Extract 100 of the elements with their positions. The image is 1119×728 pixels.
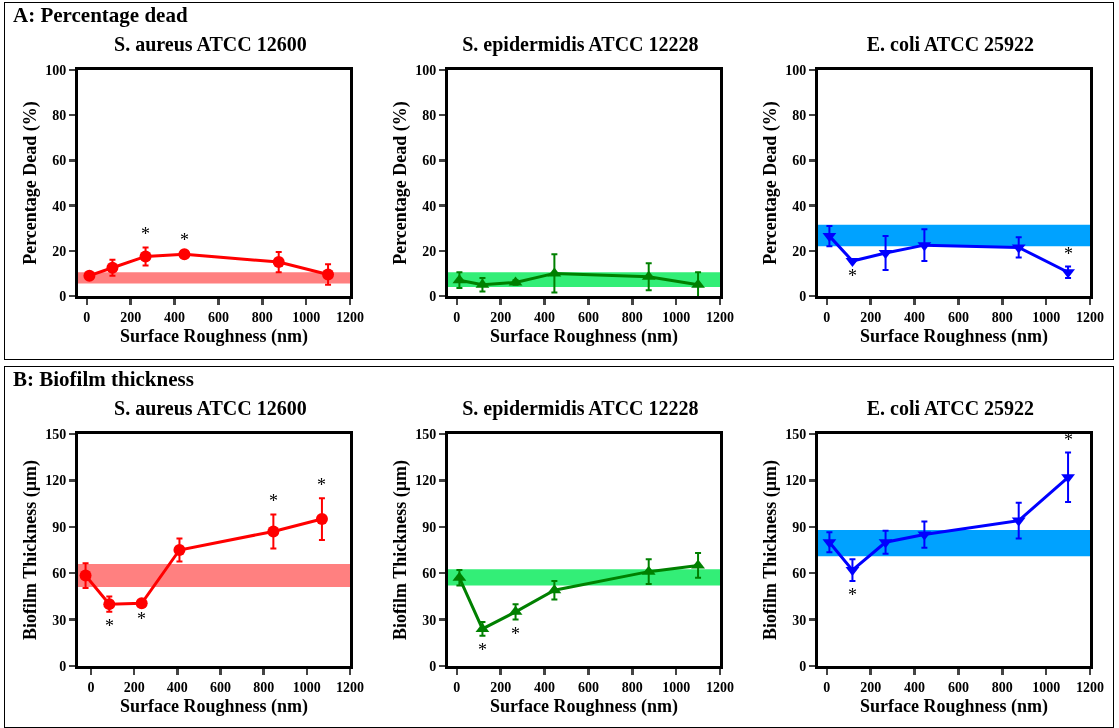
chart-title: S. aureus ATCC 12600 [114,396,307,419]
y-tick-label: 30 [792,612,807,628]
text: B: Biofilm thickness [13,367,194,392]
x-tick-label: 600 [947,679,969,695]
y-tick-label: 80 [52,108,67,124]
x-tick-label: 1000 [662,309,691,325]
x-tick-label: 800 [621,309,643,325]
x-tick-label: 1000 [662,679,691,695]
annotation: * [141,224,150,244]
chart-title: E. coli ATCC 25922 [866,396,1035,419]
x-tick-label: 1000 [1032,309,1061,325]
x-tick-label: 400 [166,679,188,695]
y-tick-label: 40 [792,198,807,214]
x-tick-label: 200 [490,679,512,695]
x-tick-label: 200 [490,309,512,325]
x-tick-label: 0 [87,679,95,695]
y-axis-title: Percentage Dead (%) [390,101,412,265]
x-tick-label: 800 [251,309,273,325]
y-tick-label: 30 [52,612,67,628]
annotation: * [848,266,857,286]
y-tick-label: 30 [422,612,437,628]
x-tick-label: 200 [860,679,882,695]
x-tick-label: 400 [534,309,556,325]
annotation: * [137,609,146,629]
y-tick-label: 90 [792,519,807,535]
y-tick-label: 0 [429,658,437,674]
y-tick-label: 0 [429,288,437,304]
x-tick-label: 0 [823,679,831,695]
x-axis-title: Surface Roughness (nm) [859,695,1049,717]
chart-title: S. epidermidis ATCC 12228 [462,396,699,420]
x-tick-label: 800 [991,309,1013,325]
y-tick-label: 100 [785,62,807,78]
x-tick-label: 1200 [1076,679,1104,695]
annotation: * [848,585,857,605]
x-tick-label: 400 [904,309,926,325]
y-tick-label: 90 [422,519,437,535]
annotation: * [511,624,520,644]
x-tick-label: 400 [534,679,556,695]
y-tick-label: 40 [52,198,67,214]
y-tick-label: 60 [422,566,437,582]
x-tick-label: 0 [83,309,91,325]
y-tick-label: 150 [45,426,67,442]
x-axis-title: Surface Roughness (nm) [489,325,679,347]
x-tick-label: 800 [253,679,275,695]
x-tick-label: 1000 [292,309,321,325]
text: A: Percentage dead [13,3,188,28]
x-axis-title: Surface Roughness (nm) [119,325,309,347]
annotation: * [478,640,487,660]
x-tick-label: 600 [577,679,599,695]
y-tick-label: 120 [785,473,807,489]
chart-title: S. epidermidis ATCC 12228 [462,32,699,56]
chart-title: S. aureus ATCC 12600 [114,32,307,55]
annotation: * [1064,244,1073,264]
y-axis-title: Biofilm Thickness (µm) [760,459,782,641]
y-tick-label: 60 [792,566,807,582]
x-tick-label: 1200 [706,309,734,325]
x-tick-label: 600 [207,309,229,325]
x-tick-label: 1200 [336,309,364,325]
x-tick-label: 600 [947,309,969,325]
x-tick-label: 200 [123,679,145,695]
y-tick-label: 60 [422,153,437,169]
y-tick-label: 120 [415,473,437,489]
y-tick-label: 40 [422,198,437,214]
annotation: * [105,616,114,636]
y-tick-label: 90 [52,519,67,535]
y-tick-label: 100 [415,62,437,78]
x-tick-label: 400 [164,309,186,325]
x-tick-label: 1000 [292,679,321,695]
x-tick-label: 800 [621,679,643,695]
x-tick-label: 0 [453,309,461,325]
x-tick-label: 200 [120,309,142,325]
y-axis-title: Percentage Dead (%) [760,101,782,265]
x-tick-label: 1000 [1032,679,1061,695]
y-tick-label: 0 [799,658,807,674]
y-tick-label: 80 [792,108,807,124]
y-tick-label: 150 [785,426,807,442]
y-tick-label: 150 [415,426,437,442]
x-axis-title: Surface Roughness (nm) [859,325,1049,347]
y-axis-title: Biofilm Thickness (µm) [20,459,42,641]
annotation: * [317,475,326,495]
y-tick-label: 60 [52,566,67,582]
y-tick-label: 80 [422,108,437,124]
y-tick-label: 20 [422,243,437,259]
y-tick-label: 100 [45,62,67,78]
x-tick-label: 1200 [1076,309,1104,325]
x-tick-label: 400 [904,679,926,695]
x-tick-label: 1200 [706,679,734,695]
y-tick-label: 20 [52,243,67,259]
y-tick-label: 120 [45,473,67,489]
chart-title: E. coli ATCC 25922 [866,32,1035,55]
y-tick-label: 0 [799,288,807,304]
x-axis-title: Surface Roughness (nm) [119,695,309,717]
y-axis-title: Biofilm Thickness (µm) [390,459,412,641]
y-tick-label: 0 [59,658,67,674]
x-tick-label: 600 [577,309,599,325]
annotation: * [180,230,189,250]
y-tick-label: 60 [52,153,67,169]
x-tick-label: 800 [991,679,1013,695]
annotation: * [269,491,278,511]
y-tick-label: 20 [792,243,807,259]
